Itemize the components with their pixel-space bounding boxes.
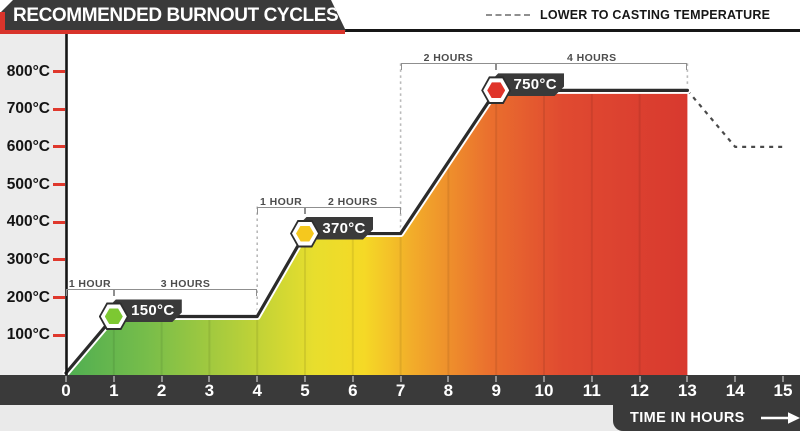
x-tick-label: 15 [773,381,793,400]
y-tick-label: 600°C [6,137,50,155]
x-axis-label-badge: TIME IN HOURS [613,405,800,431]
temperature-badge-label: 150°C [131,302,175,320]
x-tick-label: 8 [443,381,454,400]
hex-core [296,225,314,242]
hexagon-marker-icon [481,75,512,105]
x-tick-mark [160,376,163,382]
x-tick-mark [447,376,450,382]
x-tick-label: 3 [204,381,215,400]
y-tick-mark [53,107,65,111]
x-tick-mark [543,376,545,382]
legend-label: LOWER TO CASTING TEMPERATURE [540,8,771,22]
y-tick-mark [53,296,65,300]
x-tick-mark [112,376,115,382]
duration-label: 1 HOUR [68,278,111,291]
title-badge: RECOMMENDED BURNOUT CYCLES [0,0,346,31]
x-tick-mark [399,376,402,382]
duration-bracket: 2 HOURS [400,52,497,71]
x-tick-label: 14 [725,381,745,400]
duration-bracket: 1 HOUR [66,278,114,297]
x-tick-mark [590,376,593,382]
x-tick-label: 5 [300,381,310,400]
right-arrow-icon [759,411,800,425]
duration-label: 1 HOUR [260,195,303,208]
x-tick-mark [351,376,354,382]
duration-bracket: 3 HOURS [113,278,258,297]
temperature-badge-label: 750°C [513,76,557,94]
y-tick-mark [53,145,65,149]
x-tick-mark [65,376,67,382]
y-tick-label: 500°C [6,175,50,193]
hex-core [487,82,506,99]
x-tick-mark [782,376,784,382]
duration-label: 2 HOURS [423,52,474,65]
x-tick-label: 7 [395,381,406,400]
title-accent-bar [0,12,5,34]
y-tick-label: 700°C [6,100,50,118]
x-tick-label: 10 [534,381,554,400]
y-tick-label: 400°C [6,213,50,231]
page-title: RECOMMENDED BURNOUT CYCLES [13,5,339,26]
x-tick-label: 9 [491,381,501,400]
x-tick-mark [686,376,689,382]
legend: LOWER TO CASTING TEMPERATURE [486,4,770,26]
duration-label: 2 HOURS [328,195,378,208]
x-tick-mark [495,376,498,382]
x-tick-label: 4 [252,381,262,400]
x-axis-label: TIME IN HOURS [630,410,745,426]
top-border-line [345,29,800,32]
hexagon-marker-icon [98,301,129,331]
y-tick-mark [53,183,65,187]
y-tick-label: 100°C [6,326,50,344]
hexagon-marker-icon [290,219,320,249]
y-tick-mark [53,220,65,224]
duration-bracket: 4 HOURS [496,52,688,71]
y-axis-margin [0,31,66,375]
x-tick-mark [734,376,737,382]
y-tick-mark [53,70,65,73]
x-tick-label: 1 [109,381,119,400]
x-tick-label: 12 [630,381,650,400]
duration-label: 3 HOURS [160,278,211,291]
x-tick-mark [208,376,211,382]
y-tick-label: 800°C [6,62,50,80]
x-tick-label: 13 [677,381,697,400]
dotted-line-icon [486,14,530,16]
gradient-area-fill [66,90,688,375]
hex-core [104,308,123,325]
duration-label: 4 HOURS [567,52,617,65]
x-tick-mark [256,376,259,382]
x-tick-mark [638,376,641,382]
x-tick-label: 6 [348,381,358,400]
y-tick-label: 300°C [6,250,50,268]
y-tick-label: 200°C [6,288,50,306]
x-tick-label: 11 [582,381,601,400]
duration-bracket: 1 HOUR [257,196,305,214]
duration-bracket: 2 HOURS [305,196,401,214]
title-underline [0,30,345,34]
x-tick-label: 2 [156,381,167,400]
y-tick-mark [53,333,65,337]
y-tick-mark [53,258,65,262]
x-tick-label: 0 [61,381,71,400]
temperature-badge-label: 370°C [322,219,366,237]
x-tick-mark [304,376,306,382]
casting-temperature-dotted-line [686,89,786,148]
